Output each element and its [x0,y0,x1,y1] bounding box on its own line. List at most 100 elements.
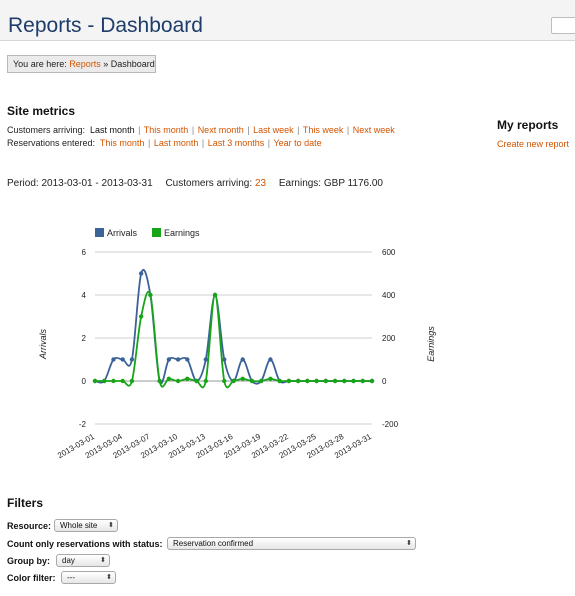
breadcrumb-separator: » [100,59,111,69]
color-filter-label: Color filter: [7,573,56,583]
data-point-arrivals [111,357,116,362]
data-point-earnings [360,378,365,384]
data-point-arrivals [268,357,273,362]
data-point-earnings [92,378,98,384]
y2-tick-label: 0 [382,377,387,386]
data-point-earnings [148,292,153,298]
y-tick-label: 0 [82,377,87,386]
dropdown-arrow-icon: ⬍ [406,540,412,547]
data-point-earnings [212,292,218,298]
reservations-entered-row: Reservations entered: This month | Last … [7,138,322,148]
period-label: Period: [7,178,39,189]
customers-arriving-label: Customers arriving: [7,125,86,135]
data-point-earnings [268,376,273,382]
color-filter-select[interactable]: --- ⬍ [61,571,116,584]
customers-next-month-link[interactable]: Next month [197,125,244,135]
search-input[interactable] [551,17,575,34]
data-point-earnings [175,378,181,384]
data-point-arrivals [175,357,181,362]
data-point-earnings [111,378,116,384]
y-axis-label-arrivals: Arrivals [38,329,48,361]
customers-arriving-summary-label: Customers arriving: [165,178,253,189]
data-point-earnings [314,378,319,384]
earnings-value: GBP 1176.00 [323,178,383,189]
dropdown-arrow-icon: ⬍ [108,522,114,529]
group-by-select[interactable]: day ⬍ [56,554,110,567]
data-point-earnings [120,378,125,384]
reservations-last-3-months-link[interactable]: Last 3 months [207,138,265,148]
group-by-select-value: day [62,556,75,565]
top-bar: Reports - Dashboard [0,0,575,41]
resource-select-value: Whole site [60,521,98,530]
data-point-earnings [203,378,208,384]
reservations-this-month-link[interactable]: This month [99,138,145,148]
data-point-earnings [369,378,375,384]
reservations-last-month-link[interactable]: Last month [153,138,199,148]
data-point-earnings [323,378,329,384]
data-point-arrivals [120,357,125,362]
customers-next-week-link[interactable]: Next week [352,125,395,135]
data-point-arrivals [240,357,245,362]
page-title: Reports - Dashboard [8,14,203,37]
data-point-earnings [259,378,264,384]
chart-legend: Arrivals Earnings [95,228,200,238]
resource-label: Resource: [7,521,52,531]
period-range: 2013-03-01 - 2013-03-31 [41,178,153,189]
data-point-earnings [342,378,347,384]
customers-arriving-row: Customers arriving: Last month | This mo… [7,125,395,135]
site-metrics-title: Site metrics [7,104,76,118]
status-select[interactable]: Reservation confirmed ⬍ [167,537,416,550]
data-point-arrivals [166,357,172,362]
data-point-earnings [231,378,236,384]
dropdown-arrow-icon: ⬍ [106,574,112,581]
data-point-earnings [249,378,255,384]
data-point-earnings [138,314,144,319]
breadcrumb-link-reports[interactable]: Reports [69,59,101,69]
chart-grid [95,251,372,425]
legend-swatch-arrivals [95,228,104,237]
chart-series [92,268,375,389]
filters-title: Filters [7,496,44,510]
customers-this-week-link[interactable]: This week [302,125,344,135]
status-label: Count only reservations with status: [7,539,163,549]
data-point-earnings [185,376,190,382]
legend-label-arrivals: Arrivals [107,228,138,238]
reservations-year-to-date-link[interactable]: Year to date [273,138,322,148]
y2-tick-label: 600 [382,248,396,257]
dropdown-arrow-icon: ⬍ [100,557,106,564]
reservations-entered-label: Reservations entered: [7,138,96,148]
data-point-earnings [129,378,135,384]
legend-label-earnings: Earnings [164,228,200,238]
breadcrumb-prefix: You are here: [13,59,70,69]
status-select-value: Reservation confirmed [173,539,254,548]
y-tick-label: 4 [82,291,87,300]
data-point-earnings [332,378,338,384]
resource-select[interactable]: Whole site ⬍ [54,519,118,532]
customers-arriving-count[interactable]: 23 [254,178,267,189]
create-new-report-link[interactable]: Create new report [497,139,570,149]
data-point-arrivals [129,357,135,362]
customers-last-week-link[interactable]: Last week [253,125,294,135]
y-axis-label-earnings: Earnings [426,326,436,362]
customers-this-month-link[interactable]: This month [143,125,189,135]
legend-swatch-earnings [152,228,161,237]
data-point-arrivals [138,271,144,276]
color-filter-select-value: --- [67,573,75,582]
data-point-earnings [305,378,310,384]
y2-tick-label: 400 [382,291,396,300]
period-summary: Period: 2013-03-01 - 2013-03-31 Customer… [7,178,383,189]
data-point-earnings [194,378,199,384]
data-point-arrivals [203,357,208,362]
data-point-earnings [240,376,245,382]
series-line-arrivals [94,268,372,385]
data-point-earnings [166,376,172,382]
data-point-earnings [102,378,107,384]
my-reports-title: My reports [497,118,559,132]
data-point-earnings [351,378,356,384]
data-point-earnings [222,378,227,384]
earnings-label: Earnings: [278,178,322,189]
group-by-label: Group by: [7,556,50,566]
y2-tick-label: 200 [382,334,396,343]
